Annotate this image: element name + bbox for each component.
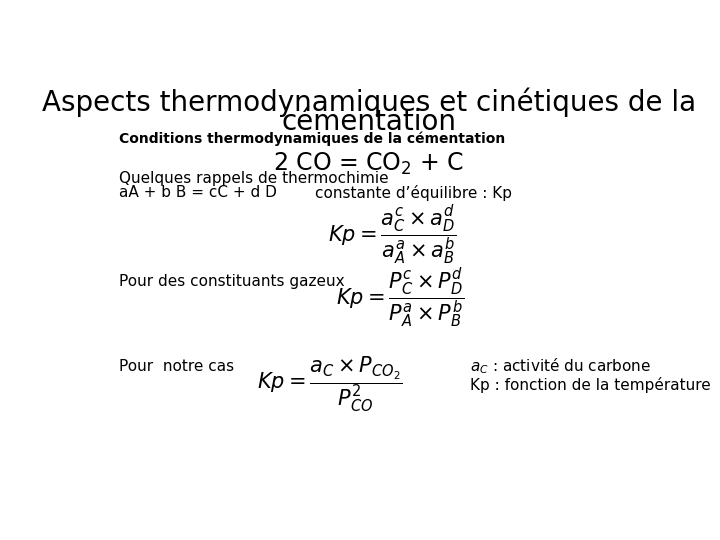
Text: aA + b B = cC + d D: aA + b B = cC + d D xyxy=(120,185,277,200)
Text: 2 CO = CO$_2$ + C: 2 CO = CO$_2$ + C xyxy=(274,151,464,177)
Text: $Kp = \dfrac{a_C^c \times a_D^d}{a_A^a \times a_B^b}$: $Kp = \dfrac{a_C^c \times a_D^d}{a_A^a \… xyxy=(328,204,456,267)
Text: constante d’équilibre : Kp: constante d’équilibre : Kp xyxy=(315,185,512,201)
Text: $a_C$ : activité du carbone: $a_C$ : activité du carbone xyxy=(469,356,651,375)
Text: $Kp = \dfrac{a_C \times P_{CO_2}}{P_{CO}^2}$: $Kp = \dfrac{a_C \times P_{CO_2}}{P_{CO}… xyxy=(258,356,403,414)
Text: Quelques rappels de thermochimie: Quelques rappels de thermochimie xyxy=(120,171,389,186)
Text: Aspects thermodynamiques et cinétiques de la: Aspects thermodynamiques et cinétiques d… xyxy=(42,88,696,117)
Text: Kp : fonction de la température: Kp : fonction de la température xyxy=(469,377,711,393)
Text: cémentation: cémentation xyxy=(282,108,456,136)
Text: Pour des constituants gazeux: Pour des constituants gazeux xyxy=(120,274,345,289)
Text: Pour  notre cas: Pour notre cas xyxy=(120,359,235,374)
Text: $Kp = \dfrac{P_C^c \times P_D^d}{P_A^a \times P_B^b}$: $Kp = \dfrac{P_C^c \times P_D^d}{P_A^a \… xyxy=(336,267,464,330)
Text: Conditions thermodynamiques de la cémentation: Conditions thermodynamiques de la cément… xyxy=(120,131,505,145)
